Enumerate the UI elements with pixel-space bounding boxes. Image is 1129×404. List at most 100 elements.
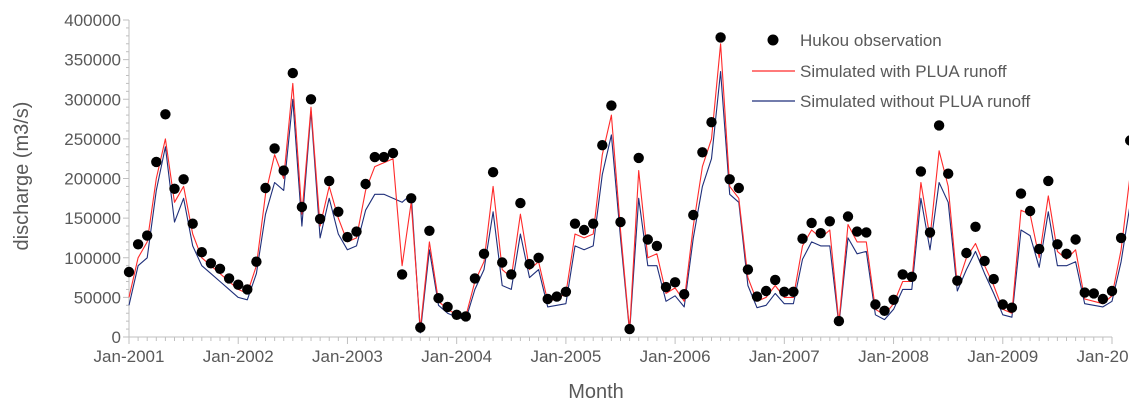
observation-point — [751, 291, 763, 302]
observation-point — [915, 166, 927, 177]
observation-point — [724, 174, 735, 185]
observation-point — [1015, 188, 1027, 199]
observation-point — [1097, 293, 1109, 305]
observation-point — [324, 175, 335, 187]
observation-point — [542, 293, 553, 305]
observation-point — [260, 182, 271, 194]
observation-point — [424, 225, 435, 236]
observation-point — [624, 323, 635, 335]
observation-point — [779, 286, 790, 297]
observation-point — [305, 94, 317, 105]
observation-point — [196, 247, 207, 258]
observation-point — [1106, 285, 1118, 297]
observation-point — [569, 218, 581, 229]
observation-point — [296, 201, 308, 213]
legend: Hukou observation Simulated with PLUA ru… — [752, 31, 1031, 111]
observation-point — [733, 182, 744, 194]
x-tick-label: Jan-2001 — [94, 347, 165, 366]
observation-point — [933, 120, 945, 131]
observation-point — [824, 216, 835, 227]
y-tick-label: 150000 — [64, 209, 121, 228]
observation-point — [287, 67, 298, 79]
observation-point — [242, 284, 253, 295]
observation-point — [442, 301, 453, 313]
observation-point — [861, 227, 872, 238]
observation-point — [897, 269, 908, 280]
observation-point — [169, 183, 180, 194]
x-tick-label: Jan-2009 — [967, 347, 1038, 366]
observation-point — [1061, 248, 1072, 259]
observation-point — [369, 151, 380, 163]
x-tick-label: Jan-2002 — [203, 347, 274, 366]
y-tick-label: 50000 — [74, 288, 121, 307]
y-tick-label: 400000 — [64, 11, 121, 30]
observation-point — [642, 234, 653, 245]
observation-point — [660, 281, 672, 293]
observation-point — [597, 140, 608, 151]
x-tick-label: Jan-2008 — [858, 347, 929, 366]
observation-point — [1034, 243, 1045, 255]
observation-point — [551, 291, 562, 302]
observation-point — [979, 255, 990, 267]
observation-point — [924, 227, 936, 238]
series-line-with-plua — [128, 43, 1129, 332]
observation-point — [615, 216, 626, 228]
x-tick-label: Jan-2003 — [312, 347, 383, 366]
observation-point — [578, 224, 590, 236]
x-tick-label: Jan-2005 — [530, 347, 601, 366]
observation-point — [588, 218, 599, 229]
observation-point — [906, 271, 917, 282]
observation-point — [760, 285, 772, 297]
tick-labels: 0 50000 100000 150000 200000 250000 300000 3500… — [64, 11, 1129, 366]
observation-point — [997, 299, 1008, 310]
series-lines — [128, 43, 1129, 334]
observation-point — [251, 256, 262, 267]
observation-point — [351, 226, 362, 237]
observation-point — [1006, 302, 1018, 313]
observation-point — [806, 217, 817, 229]
observation-point — [888, 294, 899, 305]
observation-point — [342, 231, 353, 243]
observation-point — [360, 178, 371, 190]
observation-point — [842, 211, 854, 222]
x-tick-label: Jan-2007 — [749, 347, 820, 366]
y-tick-label: 350000 — [64, 51, 121, 70]
observation-point — [233, 279, 244, 290]
observation-point — [870, 299, 881, 310]
observation-point — [160, 109, 171, 120]
observation-point — [815, 228, 826, 239]
observation-point — [214, 263, 226, 274]
observation-point — [988, 273, 999, 285]
legend-label-observation: Hukou observation — [800, 31, 942, 50]
y-tick-label: 100000 — [64, 249, 121, 268]
observation-point — [460, 311, 471, 322]
observation-point — [469, 273, 481, 284]
observation-point — [515, 197, 526, 209]
observation-point — [1088, 288, 1100, 299]
observation-point — [970, 221, 981, 232]
observation-point — [797, 233, 808, 244]
observation-point — [633, 152, 644, 164]
x-tick-label: Jan-2006 — [640, 347, 711, 366]
observation-point — [533, 252, 544, 263]
x-tick-label: Jan-2010 — [1077, 347, 1129, 366]
observation-point — [387, 147, 399, 159]
observation-point — [506, 269, 517, 280]
observation-point — [606, 100, 617, 111]
observation-point — [833, 315, 845, 327]
y-tick-label: 0 — [112, 328, 121, 347]
observation-point — [715, 32, 726, 43]
observation-point — [396, 269, 408, 280]
observation-point — [560, 286, 572, 297]
observation-point — [378, 151, 390, 163]
observation-point — [943, 168, 954, 179]
observation-point — [187, 218, 198, 229]
observation-point — [1115, 232, 1127, 244]
observation-point — [1043, 175, 1054, 187]
observation-point — [1024, 205, 1036, 217]
observation-point — [487, 167, 499, 178]
observation-point — [223, 273, 235, 284]
observation-point — [770, 274, 781, 286]
observation-point — [651, 240, 663, 252]
